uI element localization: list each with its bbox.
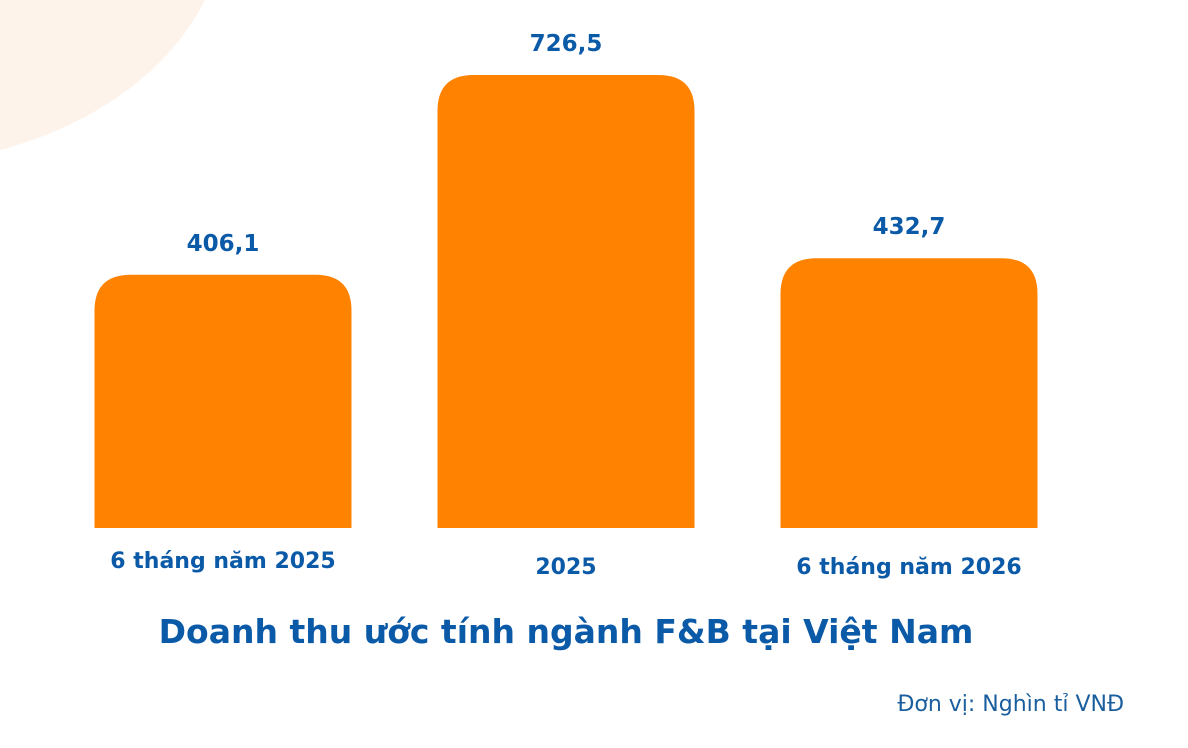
corner-arc-decoration	[0, 0, 205, 150]
category-label-1: 6 tháng năm 2025	[110, 549, 335, 574]
value-label-2: 726,5	[530, 31, 603, 57]
value-label-3: 432,7	[873, 214, 946, 240]
value-label-1: 406,1	[187, 231, 260, 257]
bar-2	[437, 75, 695, 528]
category-label-2: 2025	[535, 555, 596, 580]
category-label-3: 6 tháng năm 2026	[796, 555, 1021, 580]
bar-chart: 406,1 6 tháng năm 2025 726,5 2025 432,7 6 thá…	[94, 31, 1038, 580]
unit-note: Đơn vị: Nghìn tỉ VNĐ	[897, 692, 1124, 717]
bar-3	[780, 258, 1038, 528]
background-decoration	[0, 0, 205, 150]
chart-title: Doanh thu ước tính ngành F&B tại Việt Na…	[158, 612, 974, 651]
bar-1	[94, 274, 352, 528]
